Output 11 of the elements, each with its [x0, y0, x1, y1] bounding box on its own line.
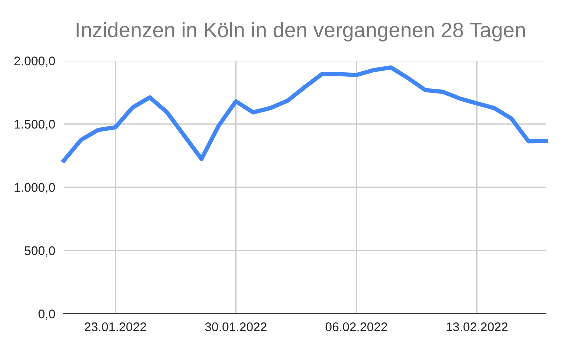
x-tick-label: 13.02.2022 [446, 322, 508, 332]
x-tick-label: 06.02.2022 [326, 322, 388, 332]
y-tick-label: 500,0 [24, 246, 56, 257]
y-tick-label: 2.000,0 [14, 56, 56, 68]
x-tick-label: 30.01.2022 [205, 322, 267, 332]
y-tick-label: 1.000,0 [14, 183, 56, 194]
chart-title: Inzidenzen in Köln in den vergangenen 28 Tagen [76, 22, 526, 42]
line-series [62, 66, 548, 164]
y-tick-label: 0,0 [38, 310, 56, 320]
y-tick-label: 1.500,0 [14, 120, 56, 130]
x-tick-label: 23.01.2022 [84, 322, 146, 332]
